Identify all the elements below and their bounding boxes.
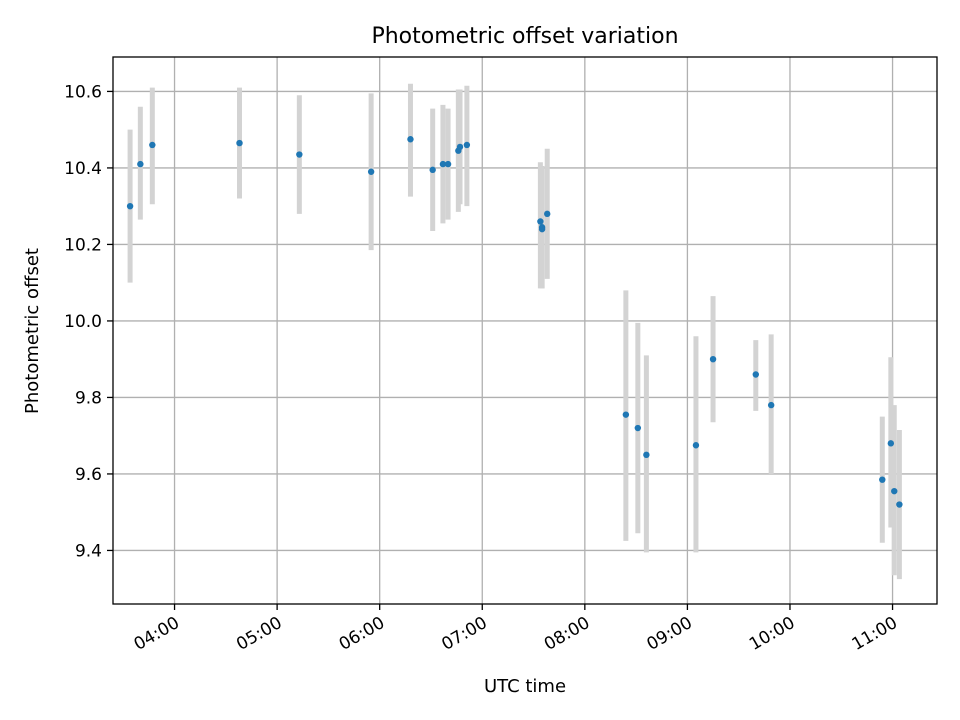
point-layer — [126, 136, 903, 508]
y-tick-label: 10.4 — [64, 159, 102, 179]
data-point — [296, 151, 303, 158]
data-point — [537, 218, 544, 225]
data-point — [891, 487, 898, 495]
data-point — [126, 202, 134, 210]
data-point — [634, 424, 642, 432]
y-tick-label: 10.2 — [64, 235, 102, 255]
plot-frame — [112, 56, 938, 605]
data-point — [622, 411, 630, 418]
data-point — [367, 168, 375, 175]
data-point — [709, 355, 717, 363]
data-point — [538, 225, 546, 233]
y-axis-label: Photometric offset — [22, 248, 43, 414]
data-point — [456, 143, 464, 151]
data-point — [643, 451, 650, 459]
data-point — [407, 136, 414, 143]
data-point — [137, 160, 144, 168]
data-point — [236, 139, 243, 147]
data-point — [439, 160, 447, 168]
data-point — [879, 476, 886, 483]
y-tick-label: 9.8 — [75, 388, 102, 408]
data-point — [149, 141, 156, 149]
y-tick-label: 9.4 — [75, 541, 102, 561]
y-tick-label: 10.0 — [64, 312, 102, 332]
data-point — [444, 160, 452, 168]
x-axis-label: UTC time — [484, 676, 566, 697]
data-point — [767, 401, 775, 409]
data-point — [752, 371, 759, 378]
data-point — [692, 442, 700, 449]
data-point — [429, 166, 436, 174]
y-tick-label: 9.6 — [75, 465, 102, 485]
data-point — [544, 210, 551, 218]
data-point — [463, 141, 471, 149]
data-point — [887, 440, 895, 447]
grid-layer — [113, 57, 937, 604]
data-point — [896, 501, 903, 508]
chart-title: Photometric offset variation — [371, 24, 678, 49]
y-tick-label: 10.6 — [64, 82, 102, 102]
